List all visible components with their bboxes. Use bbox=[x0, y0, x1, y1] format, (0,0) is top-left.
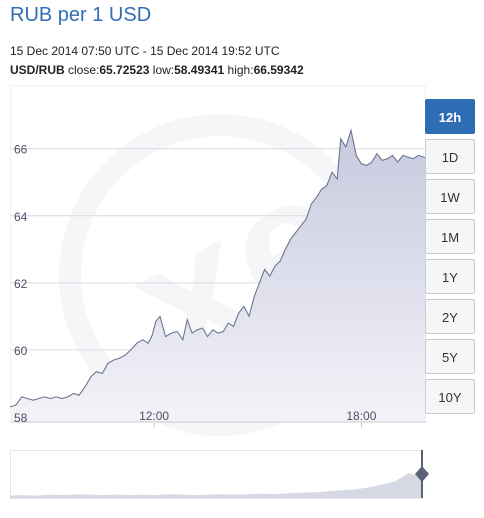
y-tick-label: 62 bbox=[14, 277, 28, 291]
navigator[interactable] bbox=[10, 450, 434, 500]
range-12h-button[interactable]: 12h bbox=[425, 99, 475, 134]
range-5y-button[interactable]: 5Y bbox=[425, 339, 475, 374]
rate-area bbox=[10, 130, 426, 423]
page-title: RUB per 1 USD bbox=[10, 4, 152, 26]
high-label: high: bbox=[227, 63, 254, 77]
y-tick-label: 60 bbox=[14, 344, 28, 358]
navigator-area bbox=[10, 473, 422, 498]
range-1d-button[interactable]: 1D bbox=[425, 139, 475, 174]
range-10y-button[interactable]: 10Y bbox=[425, 379, 475, 414]
rate-line bbox=[10, 128, 426, 408]
low-label: low: bbox=[152, 63, 175, 77]
stats-line: USD/RUB close:65.72523 low:58.49341 high… bbox=[10, 63, 304, 77]
range-selector: 12h 1D 1W 1M 1Y 2Y 5Y 10Y bbox=[425, 99, 475, 419]
navigator-handle[interactable] bbox=[415, 466, 429, 482]
range-1m-button[interactable]: 1M bbox=[425, 219, 475, 254]
x-tick-label: 18:00 bbox=[346, 409, 376, 423]
currency-pair: USD/RUB bbox=[10, 63, 65, 77]
range-1w-button[interactable]: 1W bbox=[425, 179, 475, 214]
high-value: 66.59342 bbox=[253, 63, 304, 77]
range-2y-button[interactable]: 2Y bbox=[425, 299, 475, 334]
y-tick-label: 58 bbox=[14, 411, 28, 425]
date-range: 15 Dec 2014 07:50 UTC - 15 Dec 2014 19:5… bbox=[10, 44, 280, 58]
y-tick-label: 64 bbox=[14, 210, 28, 224]
y-axis-ticks: 58 60 62 64 66 bbox=[14, 143, 28, 425]
low-value: 58.49341 bbox=[174, 63, 225, 77]
close-label: close: bbox=[68, 63, 100, 77]
x-tick-label: 12:00 bbox=[139, 409, 169, 423]
x-axis-ticks: 12:00 18:00 bbox=[139, 409, 377, 428]
close-value: 65.72523 bbox=[99, 63, 150, 77]
range-1y-button[interactable]: 1Y bbox=[425, 259, 475, 294]
y-tick-label: 66 bbox=[14, 143, 28, 157]
